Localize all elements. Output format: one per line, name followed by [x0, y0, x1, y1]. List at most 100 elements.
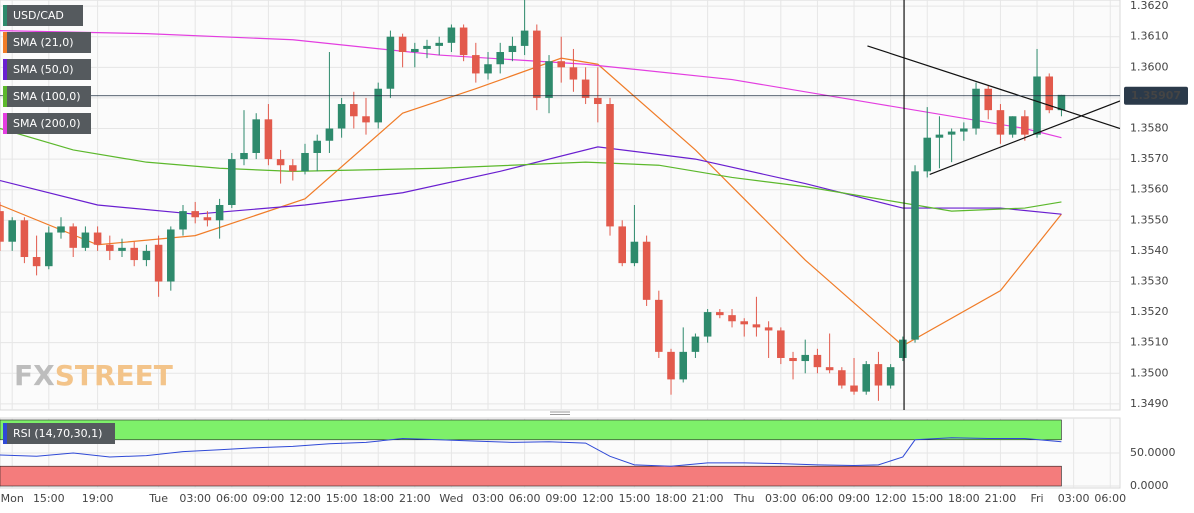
- candle-body: [81, 232, 90, 248]
- candle-body: [520, 30, 529, 46]
- candle-body: [191, 211, 199, 218]
- main-plot-area: [0, 0, 1121, 411]
- candle-body: [923, 137, 932, 172]
- candle-body: [20, 220, 29, 258]
- x-tick-label: 12:00: [582, 492, 614, 505]
- x-tick-label: 12:00: [875, 492, 907, 505]
- legend-item: SMA (50,0): [3, 59, 91, 80]
- candle-body: [496, 52, 504, 65]
- candle-body: [801, 354, 810, 362]
- sma-line: [0, 146, 1062, 215]
- candle-body: [106, 244, 114, 251]
- candle-body: [667, 351, 675, 380]
- candle-body: [911, 171, 919, 340]
- candle-body: [435, 42, 443, 46]
- rsi-panel: [0, 419, 1062, 487]
- x-tick-label: 03:00: [179, 492, 211, 505]
- candle-body: [69, 226, 77, 248]
- candle-body: [960, 128, 968, 132]
- x-tick-label: 21:00: [692, 492, 724, 505]
- candle-body: [703, 312, 712, 337]
- trendline: [929, 100, 1120, 175]
- candle-body: [45, 232, 53, 267]
- watermark-street: STREET: [55, 359, 173, 392]
- candle-body: [850, 385, 858, 392]
- rsi-zone: [0, 465, 1062, 487]
- candle-body: [484, 64, 492, 74]
- legend-swatch: [3, 86, 7, 107]
- candle-body: [972, 88, 980, 129]
- overlays: [0, 45, 1120, 175]
- candle-body: [350, 104, 358, 117]
- y-tick-label: 1.3560: [1130, 183, 1169, 196]
- candle-body: [569, 67, 578, 80]
- rsi-title: RSI (14,70,30,1): [13, 427, 102, 440]
- x-tick-label: Mon: [1, 492, 24, 505]
- y-tick-label: 1.3620: [1130, 0, 1169, 12]
- x-tick-label: Fri: [1030, 492, 1043, 505]
- trendline: [867, 45, 1120, 130]
- x-tick-label: 03:00: [1058, 492, 1090, 505]
- last-price-box: [1124, 86, 1188, 105]
- candle-body: [93, 232, 102, 245]
- x-tick-label: 19:00: [82, 492, 114, 505]
- candle-body: [32, 257, 41, 267]
- candle-body: [642, 241, 651, 300]
- candle-body: [386, 36, 395, 89]
- candle-body: [411, 48, 419, 53]
- x-tick-label: 18:00: [362, 492, 394, 505]
- candle-body: [1008, 116, 1017, 135]
- candle-body: [142, 250, 151, 261]
- x-tick-label: 18:00: [948, 492, 980, 505]
- candle-body: [728, 315, 736, 322]
- legend-swatch: [3, 423, 7, 444]
- candle-body: [899, 339, 907, 358]
- candle-body: [118, 247, 126, 251]
- legend-item: SMA (21,0): [3, 32, 91, 53]
- y-tick-label: 1.3580: [1130, 122, 1169, 135]
- rsi-zone: [0, 419, 1062, 441]
- y-tick-label: 1.3570: [1130, 152, 1169, 165]
- legend-item: SMA (100,0): [3, 86, 91, 107]
- candle-body: [886, 367, 895, 386]
- candle-body: [935, 134, 944, 138]
- legend-label: SMA (50,0): [13, 63, 74, 76]
- y-tick-label: 1.3610: [1130, 30, 1169, 43]
- candle-body: [228, 159, 236, 205]
- candle-body: [777, 330, 785, 358]
- x-tick-label: 03:00: [472, 492, 504, 505]
- candle-body: [264, 119, 273, 160]
- y-tick-label: 50.0000: [1130, 446, 1176, 459]
- legend-swatch: [3, 5, 7, 26]
- candle-body: [289, 165, 297, 172]
- candle-body: [472, 55, 480, 74]
- legend-box: [3, 59, 91, 80]
- x-tick-label: 03:00: [765, 492, 797, 505]
- candle-body: [313, 140, 321, 153]
- x-tick-label: 15:00: [326, 492, 358, 505]
- candle-body: [874, 364, 883, 386]
- x-tick-label: 12:00: [289, 492, 321, 505]
- candle-body: [203, 217, 212, 221]
- legend: USD/CAD SMA (21,0) SMA (50,0) SMA (100,0) SM…: [3, 5, 115, 444]
- candle-body: [130, 247, 138, 261]
- candle-body: [752, 324, 761, 328]
- candle-body: [533, 30, 541, 98]
- legend-box: [3, 423, 115, 444]
- x-tick-label: 15:00: [619, 492, 651, 505]
- candle-body: [252, 119, 260, 153]
- candle-body: [557, 61, 566, 68]
- y-tick-label: 1.3600: [1130, 60, 1169, 73]
- y-tick-label: 1.3540: [1130, 244, 1169, 257]
- legend-item: USD/CAD: [3, 5, 83, 26]
- candle-body: [215, 205, 224, 221]
- candle-body: [1045, 76, 1054, 111]
- candle-body: [154, 244, 163, 282]
- x-tick-label: Thu: [733, 492, 755, 505]
- candle-body: [325, 128, 334, 141]
- candle-body: [691, 336, 700, 352]
- candle-body: [789, 357, 797, 362]
- candle-body: [716, 312, 724, 316]
- y-tick-label: 1.3500: [1130, 366, 1169, 379]
